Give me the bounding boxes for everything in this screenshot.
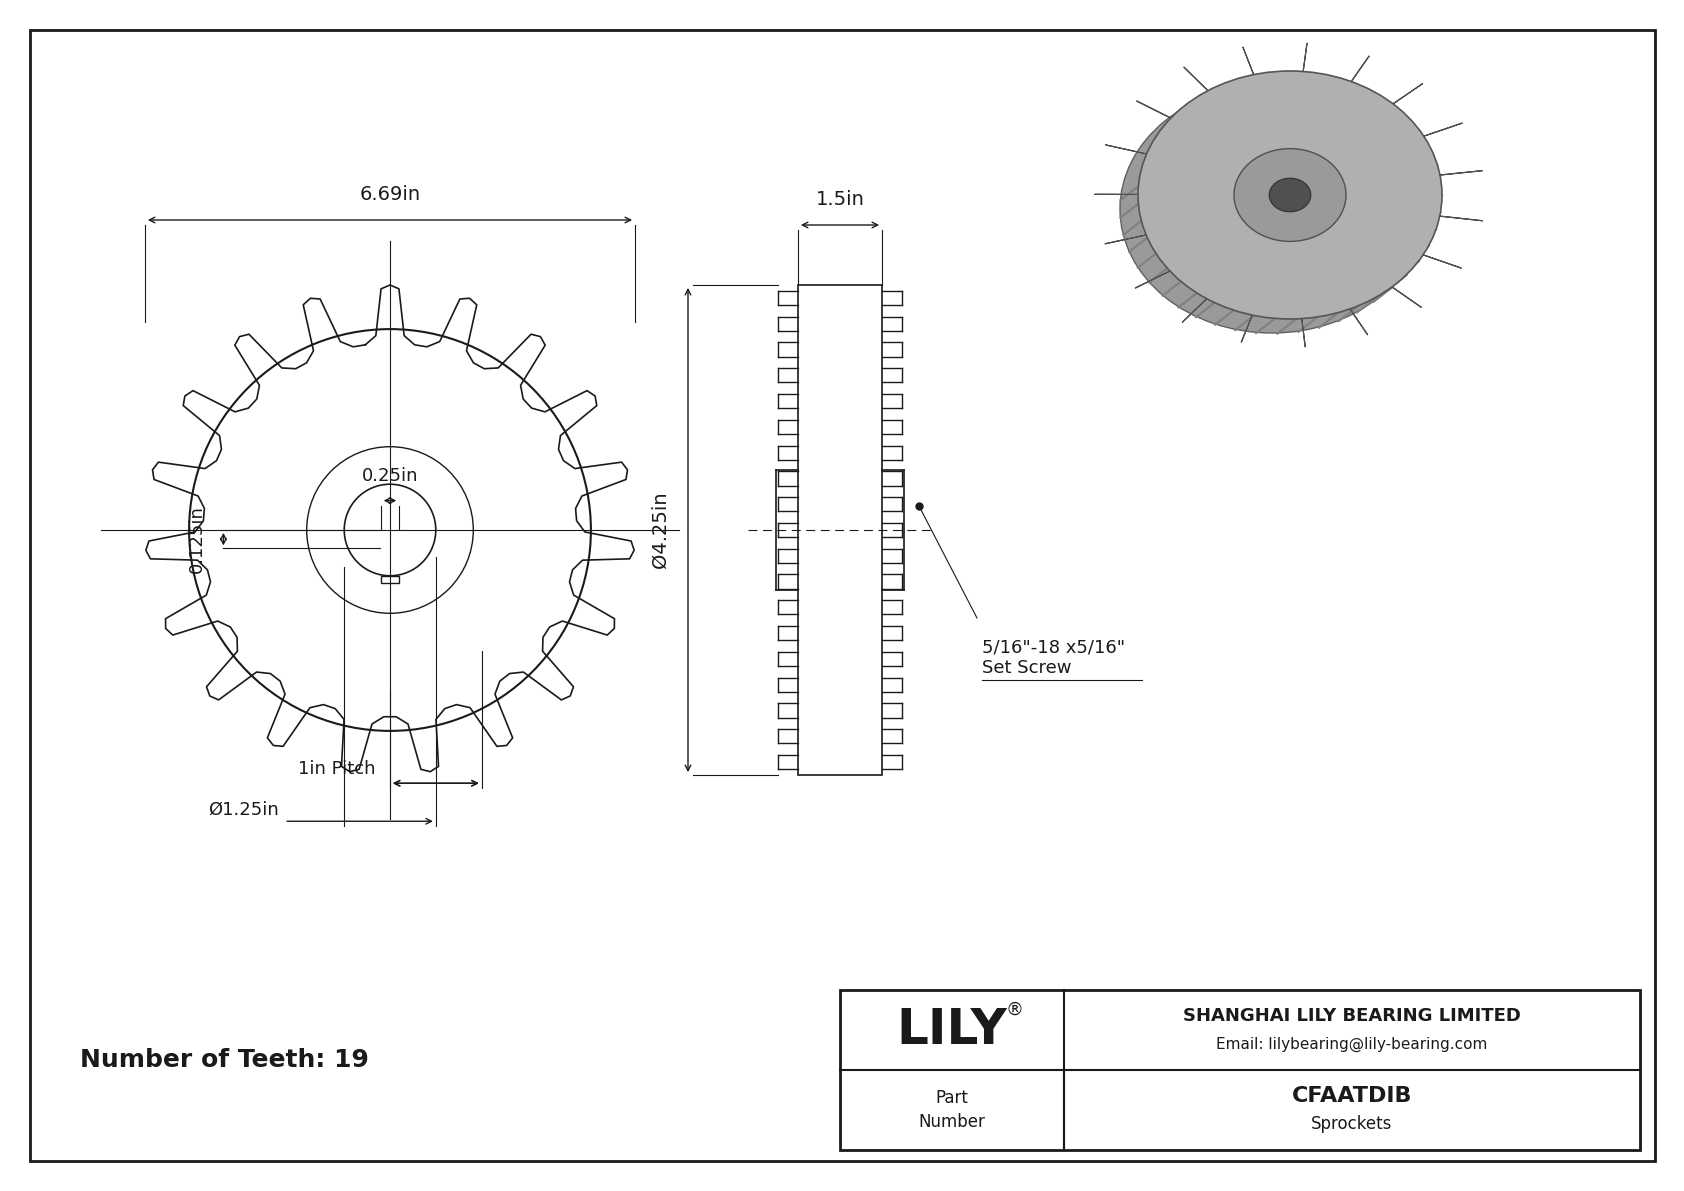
Text: 0.125in: 0.125in [187,505,205,573]
Ellipse shape [1138,71,1442,319]
Polygon shape [1105,235,1147,244]
Text: 6.69in: 6.69in [359,185,421,204]
Ellipse shape [1120,85,1425,333]
Text: Ø4.25in: Ø4.25in [652,492,670,568]
Polygon shape [1440,216,1482,220]
Ellipse shape [1234,149,1346,242]
Polygon shape [1440,170,1482,175]
Polygon shape [1184,67,1207,91]
Polygon shape [1182,299,1206,322]
Polygon shape [1243,48,1253,74]
Polygon shape [1302,319,1305,347]
Text: LILY: LILY [896,1006,1007,1054]
Polygon shape [1423,255,1462,268]
Text: Sprockets: Sprockets [1312,1116,1393,1134]
Polygon shape [1425,123,1462,136]
Polygon shape [1351,310,1367,335]
Polygon shape [1241,316,1251,343]
Polygon shape [1303,43,1307,70]
Text: Email: lilybearing@lily-bearing.com: Email: lilybearing@lily-bearing.com [1216,1037,1487,1052]
Polygon shape [1393,287,1421,307]
Text: 5/16"-18 x5/16"
Set Screw: 5/16"-18 x5/16" Set Screw [982,638,1125,676]
Polygon shape [1137,101,1170,118]
Text: ®: ® [1005,1000,1022,1019]
Text: Part
Number: Part Number [918,1090,985,1130]
Polygon shape [1352,56,1369,81]
Ellipse shape [1270,179,1310,212]
Text: 0.25in: 0.25in [362,467,418,485]
Text: SHANGHAI LILY BEARING LIMITED: SHANGHAI LILY BEARING LIMITED [1184,1006,1521,1024]
Bar [798,285,882,775]
Polygon shape [1106,145,1147,154]
Polygon shape [1393,83,1423,104]
Bar [840,990,1640,1151]
Text: Ø1.25in: Ø1.25in [209,800,280,818]
Text: 1in Pitch: 1in Pitch [298,760,376,778]
Text: Number of Teeth: 19: Number of Teeth: 19 [81,1048,369,1072]
Polygon shape [1135,272,1170,288]
Text: CFAATDIB: CFAATDIB [1292,1086,1413,1105]
Text: 1.5in: 1.5in [815,191,864,208]
